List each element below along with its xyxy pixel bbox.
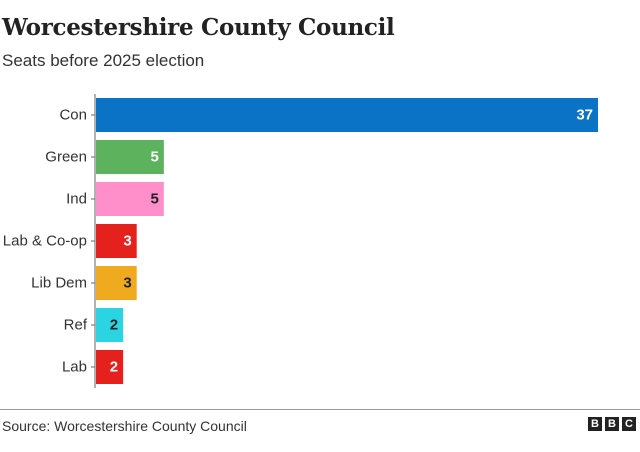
bbc-logo: B B C — [588, 417, 636, 431]
category-label: Ind — [66, 191, 87, 208]
bar-green — [96, 140, 164, 174]
bar-lib-dem — [96, 266, 137, 300]
footer-divider — [0, 409, 640, 410]
chart-subtitle: Seats before 2025 election — [2, 51, 205, 70]
bar-value-label: 2 — [110, 317, 118, 334]
bbc-logo-letter: B — [588, 417, 602, 431]
source-note: Source: Worcestershire County Council — [2, 418, 247, 434]
category-label: Lab — [62, 359, 87, 376]
bar-value-label: 3 — [123, 275, 131, 292]
bar-lab — [96, 350, 124, 384]
category-label: Lib Dem — [31, 275, 87, 292]
bar-ind — [96, 182, 164, 216]
category-label: Con — [59, 107, 87, 124]
bar-value-label: 2 — [110, 359, 118, 376]
bar-value-label: 5 — [150, 149, 158, 166]
bar-ref — [96, 308, 124, 342]
category-label: Lab & Co-op — [3, 233, 87, 250]
bar-con — [96, 98, 598, 132]
bar-lab-co-op — [96, 224, 137, 258]
bbc-logo-letter: B — [605, 417, 619, 431]
bar-value-label: 37 — [576, 107, 593, 124]
chart-title: Worcestershire County Council — [2, 14, 395, 41]
bbc-logo-letter: C — [622, 417, 636, 431]
bar-value-label: 3 — [123, 233, 131, 250]
category-label: Ref — [64, 317, 88, 334]
bar-chart: Con 37 Green 5 Ind 5 Lab & Co-op 3 Lib Dem 3 Ref 2 L… — [3, 94, 598, 388]
bar-value-label: 5 — [150, 191, 158, 208]
category-label: Green — [45, 149, 87, 166]
